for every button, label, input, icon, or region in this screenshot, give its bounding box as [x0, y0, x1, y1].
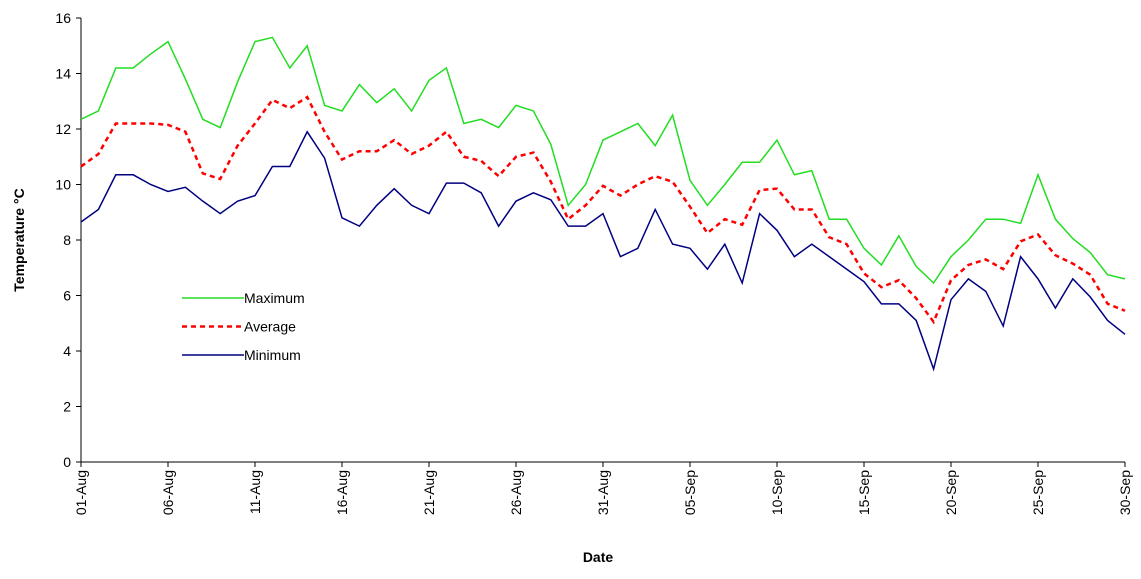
x-tick-label: 06-Aug	[160, 470, 176, 515]
y-tick-label: 8	[63, 232, 71, 248]
x-tick-label: 05-Sep	[682, 470, 698, 515]
y-tick-label: 6	[63, 288, 71, 304]
legend-label: Minimum	[244, 347, 301, 363]
y-tick-label: 10	[55, 177, 71, 193]
y-tick-label: 14	[55, 66, 71, 82]
x-tick-label: 16-Aug	[334, 470, 350, 515]
x-axis-label: Date	[583, 549, 614, 565]
line-series	[80, 36, 1126, 285]
line-series	[80, 130, 1126, 372]
x-tick-label: 31-Aug	[595, 470, 611, 515]
x-tick-label: 01-Aug	[73, 470, 89, 515]
x-tick-label: 15-Sep	[856, 470, 872, 515]
legend-label: Maximum	[244, 290, 305, 306]
y-tick-label: 4	[63, 343, 71, 359]
legend-label: Average	[244, 319, 296, 335]
x-tick-label: 10-Sep	[769, 470, 785, 515]
line-series	[80, 95, 1126, 325]
x-tick-label: 26-Aug	[508, 470, 524, 515]
y-tick-label: 0	[63, 454, 71, 470]
y-axis-label: Temperature °C	[11, 188, 27, 291]
x-tick-label: 11-Aug	[247, 470, 263, 514]
x-tick-label: 30-Sep	[1117, 470, 1133, 515]
x-tick-label: 20-Sep	[943, 470, 959, 515]
y-tick-label: 16	[55, 10, 71, 26]
y-tick-label: 12	[55, 121, 71, 137]
y-tick-label: 2	[63, 399, 71, 415]
x-tick-label: 21-Aug	[421, 470, 437, 515]
x-tick-label: 25-Sep	[1030, 470, 1046, 515]
